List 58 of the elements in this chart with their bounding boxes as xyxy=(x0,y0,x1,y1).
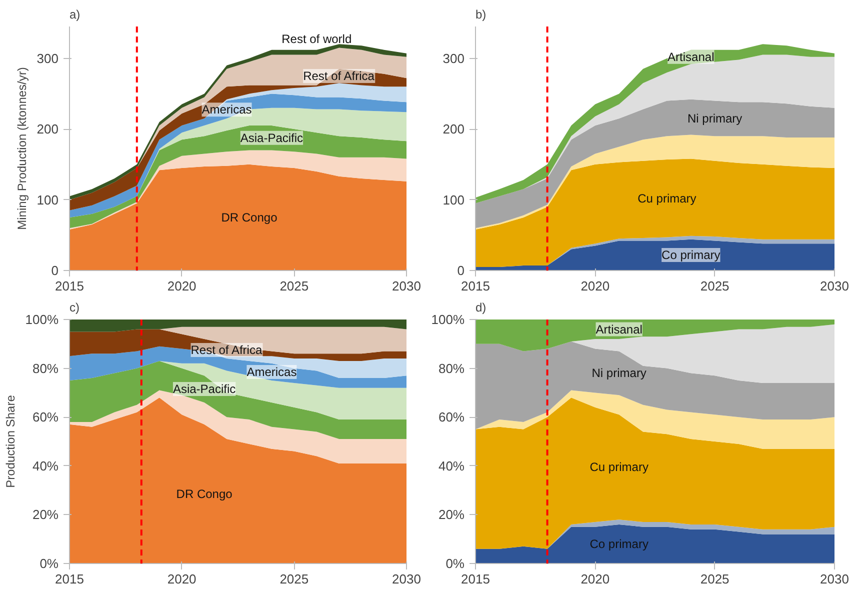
series-label: Cu primary xyxy=(638,191,696,206)
series-label: Co primary xyxy=(590,536,648,551)
x-tick-label: 2015 xyxy=(461,572,490,586)
y-tick-label: 100% xyxy=(431,312,465,327)
series-label: Ni primary xyxy=(688,111,742,126)
x-tick-label: 2025 xyxy=(280,278,309,294)
y-axis-title: Mining Production (ktonnes/yr) xyxy=(14,67,29,230)
x-tick-label: 2030 xyxy=(392,572,421,586)
x-tick-label: 2030 xyxy=(392,278,421,294)
series-label: Asia-Pacific xyxy=(172,382,236,396)
y-tick-label: 200 xyxy=(36,122,59,137)
x-tick-label: 2030 xyxy=(820,572,849,586)
y-tick-label: 40% xyxy=(32,458,59,474)
y-tick-label: 40% xyxy=(438,458,465,474)
y-tick-label: 100% xyxy=(25,312,59,327)
x-tick-label: 2025 xyxy=(700,278,730,294)
series-label: Rest of Africa xyxy=(303,69,375,84)
series-label: Rest of world xyxy=(282,32,352,46)
y-tick-label: 200 xyxy=(442,122,465,137)
x-tick-label: 2015 xyxy=(55,278,84,294)
y-tick-label: 80% xyxy=(438,360,465,376)
chart-title: b) xyxy=(476,8,486,22)
series-label: Artisanal xyxy=(596,322,642,336)
series-label: Cu primary xyxy=(590,460,648,474)
series-label: DR Congo xyxy=(221,210,278,224)
y-tick-label: 300 xyxy=(36,50,59,66)
y-tick-label: 0% xyxy=(40,556,59,571)
y-tick-label: 0 xyxy=(51,263,59,278)
y-tick-label: 0 xyxy=(457,263,465,278)
x-tick-label: 2020 xyxy=(580,278,610,294)
x-tick-label: 2020 xyxy=(580,572,610,586)
x-tick-label: 2015 xyxy=(55,572,84,586)
y-tick-label: 60% xyxy=(438,410,465,425)
x-tick-label: 2020 xyxy=(167,278,196,294)
x-tick-label: 2025 xyxy=(700,572,730,586)
series-label: Americas xyxy=(246,364,297,379)
series-label: Co primary xyxy=(662,248,720,262)
series-label: Ni primary xyxy=(592,366,646,380)
x-tick-label: 2025 xyxy=(280,572,309,586)
series-label: Asia-Pacific xyxy=(240,130,304,145)
y-tick-label: 80% xyxy=(32,360,59,376)
chart-title: a) xyxy=(70,8,80,22)
series-label: Rest of Africa xyxy=(190,343,262,357)
y-tick-label: 20% xyxy=(438,507,465,522)
y-tick-label: 100 xyxy=(442,192,465,208)
y-tick-label: 100 xyxy=(36,192,59,208)
y-axis-title: Production Share xyxy=(3,394,18,488)
chart-title: c) xyxy=(70,300,80,314)
x-tick-label: 2030 xyxy=(820,278,849,294)
y-tick-label: 20% xyxy=(32,507,59,522)
series-label: DR Congo xyxy=(176,486,233,501)
y-tick-label: 60% xyxy=(32,410,59,425)
chart-title: d) xyxy=(476,300,486,314)
y-tick-label: 0% xyxy=(446,556,465,571)
y-tick-label: 300 xyxy=(442,50,465,66)
x-tick-label: 2020 xyxy=(167,572,196,586)
series-label: Artisanal xyxy=(668,50,714,64)
x-tick-label: 2015 xyxy=(461,278,490,294)
